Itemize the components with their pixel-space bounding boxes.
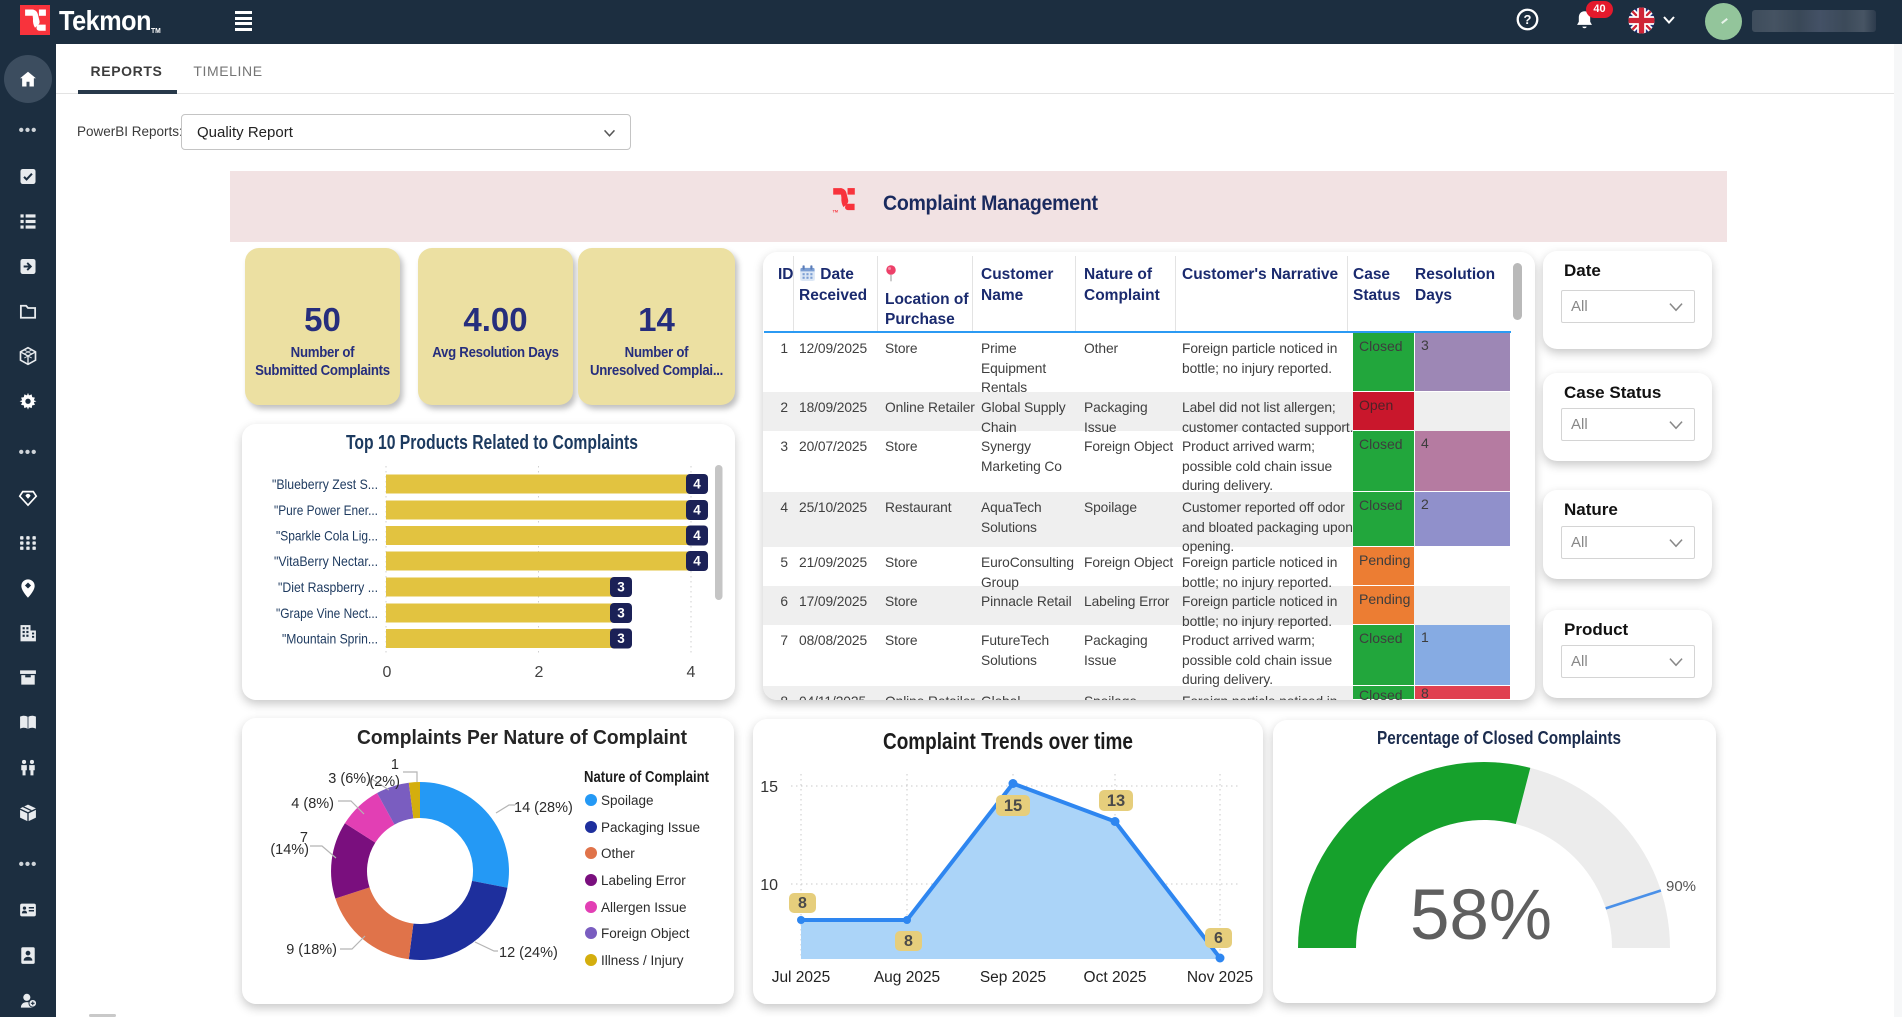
svg-text:14 (28%): 14 (28%): [514, 800, 573, 816]
svg-text:Foreign Object: Foreign Object: [601, 926, 690, 941]
svg-text:90%: 90%: [1666, 878, 1696, 895]
svg-text:"Grape Vine Nect...: "Grape Vine Nect...: [276, 605, 378, 621]
svg-text:15: 15: [760, 779, 778, 796]
svg-text:(2%): (2%): [369, 774, 400, 790]
svg-text:58%: 58%: [1410, 876, 1552, 955]
svg-text:3: 3: [617, 580, 625, 595]
svg-text:Aug 2025: Aug 2025: [874, 969, 940, 986]
svg-text:13: 13: [1107, 792, 1125, 810]
svg-text:6: 6: [1214, 930, 1223, 947]
svg-text:3: 3: [617, 606, 625, 621]
svg-text:Other: Other: [601, 846, 635, 861]
svg-text:Illness / Injury: Illness / Injury: [601, 953, 684, 968]
svg-text:"Diet Raspberry ...: "Diet Raspberry ...: [278, 579, 378, 595]
svg-text:4: 4: [693, 477, 701, 492]
svg-text:Spoilage: Spoilage: [601, 793, 654, 808]
svg-text:?: ?: [1524, 12, 1532, 27]
svg-text:2: 2: [535, 664, 544, 681]
svg-text:"VitaBerry Nectar...: "VitaBerry Nectar...: [274, 553, 378, 569]
svg-text:"Pure Power Ener...: "Pure Power Ener...: [274, 502, 378, 518]
svg-text:Nature of Complaint: Nature of Complaint: [584, 769, 709, 786]
svg-text:0: 0: [383, 664, 392, 681]
svg-text:8: 8: [904, 933, 913, 950]
svg-text:4: 4: [693, 554, 701, 569]
svg-text:10: 10: [760, 877, 778, 894]
svg-text:TM: TM: [833, 209, 838, 213]
svg-text:Top 10 Products Related to Com: Top 10 Products Related to Complaints: [346, 431, 638, 454]
svg-text:4: 4: [693, 503, 701, 518]
svg-text:Complaints Per Nature of Compl: Complaints Per Nature of Complaint: [357, 726, 687, 749]
svg-text:9 (18%): 9 (18%): [286, 942, 337, 958]
svg-text:Sep 2025: Sep 2025: [980, 969, 1046, 986]
svg-text:1: 1: [391, 757, 399, 773]
svg-text:Packaging Issue: Packaging Issue: [601, 820, 700, 835]
svg-text:8: 8: [798, 895, 807, 912]
svg-text:3 (6%): 3 (6%): [328, 771, 371, 787]
svg-text:Nov 2025: Nov 2025: [1187, 969, 1253, 986]
svg-text:4: 4: [687, 664, 696, 681]
svg-text:"Mountain Sprin...: "Mountain Sprin...: [282, 631, 378, 647]
svg-text:3: 3: [617, 631, 625, 646]
svg-text:"Blueberry Zest S...: "Blueberry Zest S...: [272, 476, 378, 492]
svg-text:4: 4: [693, 528, 701, 543]
svg-text:Allergen Issue: Allergen Issue: [601, 900, 687, 915]
svg-text:"Sparkle Cola Lig...: "Sparkle Cola Lig...: [276, 528, 378, 544]
svg-text:(14%): (14%): [270, 842, 309, 858]
svg-text:Labeling Error: Labeling Error: [601, 873, 686, 888]
svg-text:12 (24%): 12 (24%): [499, 945, 558, 961]
svg-text:15: 15: [1004, 797, 1022, 815]
svg-text:7: 7: [300, 830, 308, 846]
svg-text:Oct 2025: Oct 2025: [1084, 969, 1147, 986]
svg-text:Jul 2025: Jul 2025: [772, 969, 831, 986]
svg-text:Percentage of Closed Complaint: Percentage of Closed Complaints: [1377, 727, 1621, 748]
svg-text:4 (8%): 4 (8%): [291, 796, 334, 812]
svg-text:Complaint Trends over time: Complaint Trends over time: [883, 728, 1133, 754]
